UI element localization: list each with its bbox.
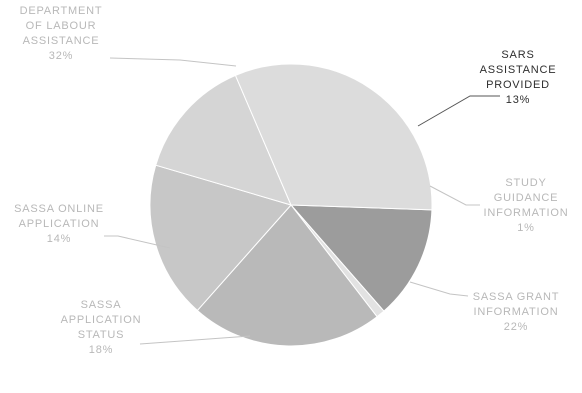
- slice-value-label: 22%: [504, 321, 528, 333]
- pie-slice-sassa-application-status: [149, 164, 292, 312]
- slice-name-line: GUIDANCE: [494, 192, 558, 204]
- leader-line: [139, 335, 251, 345]
- slice-value-label: 13%: [506, 94, 530, 106]
- pie-slice-sassa-online-application: [155, 74, 292, 206]
- slice-value-label: 1%: [517, 222, 535, 234]
- slice-name-line: SASSA: [81, 299, 122, 311]
- slice-name-line: APPLICATION: [19, 218, 100, 230]
- slice-name-line: SASSA GRANT: [473, 291, 559, 303]
- slice-label: SASSA APPLICATION STATUS 18%: [61, 299, 142, 356]
- slice-label: STUDY GUIDANCE INFORMATION 1%: [484, 177, 569, 234]
- pie-slice-sars-assistance-provided: [289, 204, 433, 312]
- slice-label: SARS ASSISTANCE PROVIDED 13%: [480, 49, 557, 106]
- slice-value-label: 18%: [89, 344, 113, 356]
- slice-labels: SARS ASSISTANCE PROVIDED 13% STUDY GUIDANCE IN…: [14, 5, 568, 356]
- slice-name-line: SARS: [501, 49, 534, 61]
- slice-name-line: ASSISTANCE: [23, 35, 100, 47]
- slice-name-line: STATUS: [78, 329, 125, 341]
- slice-label: DEPARTMENT OF LABOUR ASSISTANCE 32%: [20, 5, 103, 62]
- slice-name-line: OF LABOUR: [26, 20, 97, 32]
- slice-name-line: APPLICATION: [61, 314, 142, 326]
- slice-name-line: ASSISTANCE: [480, 64, 557, 76]
- pie-slice-sassa-grant-information: [196, 204, 378, 347]
- slice-label: SASSA ONLINE APPLICATION 14%: [14, 203, 104, 245]
- slice-value-label: 14%: [47, 233, 71, 245]
- leader-line: [109, 57, 237, 67]
- slice-name-line: INFORMATION: [484, 207, 569, 219]
- leader-line: [104, 235, 171, 249]
- slice-name-line: SASSA ONLINE: [14, 203, 104, 215]
- slice-name-line: PROVIDED: [486, 79, 550, 91]
- slice-label: SASSA GRANT INFORMATION 22%: [473, 291, 559, 333]
- pie-slice-department-of-labour-assistance: [234, 63, 433, 211]
- slice-value-label: 32%: [49, 50, 73, 62]
- leader-line: [417, 95, 500, 127]
- pie-slices: [149, 63, 433, 347]
- slice-name-line: INFORMATION: [474, 306, 559, 318]
- leader-line: [429, 185, 480, 206]
- slice-name-line: DEPARTMENT: [20, 5, 103, 17]
- leader-lines: [104, 57, 500, 345]
- leader-line: [409, 281, 469, 297]
- slice-name-line: STUDY: [505, 177, 546, 189]
